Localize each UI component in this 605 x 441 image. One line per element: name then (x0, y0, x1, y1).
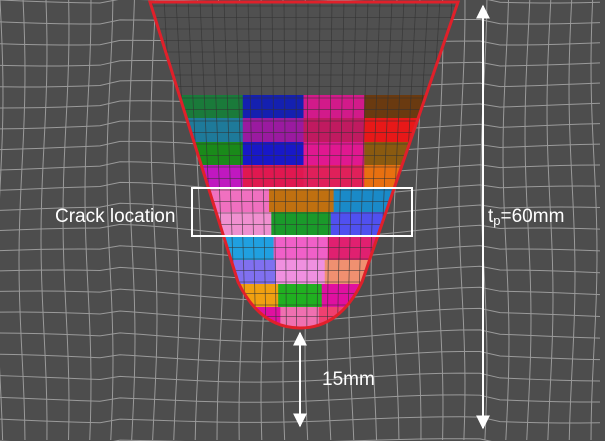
weld-mesh-line (337, 2, 345, 328)
mesh-line (524, 0, 532, 441)
weld-pass (303, 165, 365, 188)
mesh-line (590, 0, 598, 441)
mesh-line (18, 0, 26, 441)
mesh-line (150, 0, 158, 441)
mesh-line (502, 0, 510, 441)
thickness-subscript: p (493, 213, 500, 228)
mesh-line (128, 0, 136, 441)
weld-mesh-line (306, 2, 309, 328)
thickness-label: tp=60mm (488, 206, 564, 228)
weld-mesh-line (347, 2, 357, 328)
mesh-line (40, 0, 48, 441)
depth-label: 15mm (322, 369, 375, 390)
weld-mesh-line (357, 2, 369, 328)
weld-pass (242, 142, 304, 165)
weld-mesh-line (326, 2, 333, 328)
thickness-symbol: t (488, 206, 494, 227)
weld-mesh-line (235, 2, 246, 328)
mesh-line (436, 0, 444, 441)
weld-pass (303, 142, 365, 165)
weld-pass (275, 260, 326, 284)
mesh-line (0, 0, 4, 441)
weld-mesh-line (316, 2, 321, 328)
weld-pass (242, 165, 304, 188)
mesh-line (106, 0, 114, 441)
thickness-value: =60mm (501, 206, 565, 227)
weld-pass (303, 118, 365, 142)
mesh-line (62, 0, 70, 441)
weld-mesh-line (247, 2, 257, 328)
weld-mesh-line (283, 2, 287, 328)
weld-pass (364, 95, 426, 118)
weld-outline (147, 0, 461, 330)
weld-pass (269, 188, 335, 212)
mesh-line (458, 0, 466, 441)
weld-pass (182, 95, 244, 118)
weld-mesh-line (271, 2, 277, 328)
mesh-line (84, 0, 92, 441)
mesh-line (568, 0, 576, 441)
mesh-line (546, 0, 554, 441)
weld-mesh-line (259, 2, 267, 328)
weld-mesh-line (295, 2, 298, 328)
crack-label: Crack location (55, 206, 175, 227)
weld-pass (278, 284, 323, 307)
weld-pass (273, 236, 329, 260)
weld-pass (280, 307, 320, 328)
weld-pass (271, 212, 332, 236)
weld-pass (303, 95, 365, 118)
crack-box (191, 187, 413, 237)
